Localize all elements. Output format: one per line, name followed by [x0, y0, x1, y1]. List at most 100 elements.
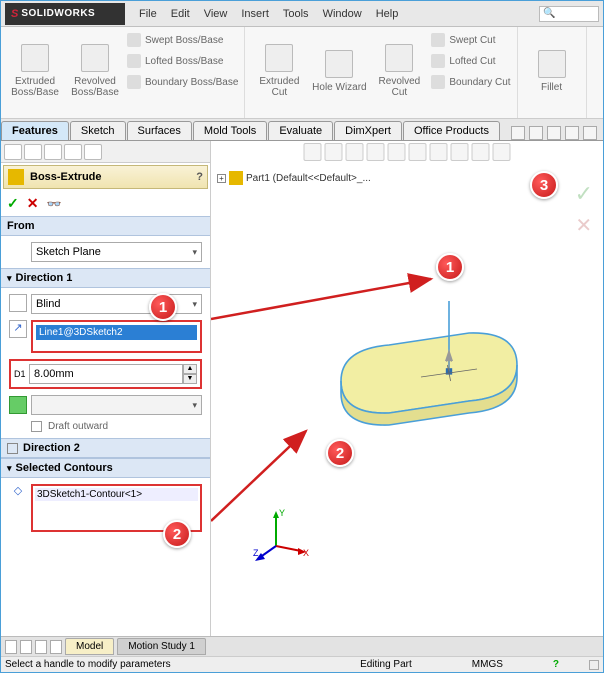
tab-nav-first[interactable]: [5, 640, 17, 654]
confirm-ok-icon[interactable]: ✓: [575, 181, 593, 207]
maximize-icon[interactable]: [547, 126, 561, 140]
direction-selection[interactable]: Line1@3DSketch2: [36, 325, 197, 340]
status-menu-icon[interactable]: [589, 660, 599, 670]
section-view-icon[interactable]: [367, 143, 385, 161]
tab-nav-last[interactable]: [50, 640, 62, 654]
status-units[interactable]: MMGS: [472, 659, 503, 670]
pm-tab-5-icon[interactable]: [84, 144, 102, 160]
hole-wizard-button[interactable]: Hole Wizard: [311, 31, 367, 111]
zoom-fit-icon[interactable]: [304, 143, 322, 161]
appearance-icon[interactable]: [451, 143, 469, 161]
swept-boss-button[interactable]: Swept Boss/Base: [127, 31, 238, 49]
logo-text: SOLIDWORKS: [21, 8, 95, 19]
direction2-checkbox[interactable]: [7, 443, 18, 454]
menu-tools[interactable]: Tools: [283, 8, 309, 20]
status-help-icon[interactable]: ?: [553, 659, 559, 670]
depth-up[interactable]: ▲: [183, 364, 197, 374]
menu-window[interactable]: Window: [323, 8, 362, 20]
reverse-direction-icon[interactable]: [9, 294, 27, 312]
menu-file[interactable]: File: [139, 8, 157, 20]
menu-edit[interactable]: Edit: [171, 8, 190, 20]
view-settings-icon[interactable]: [493, 143, 511, 161]
pm-tab-2-icon[interactable]: [24, 144, 42, 160]
display-style-icon[interactable]: [409, 143, 427, 161]
revolved-cut-button[interactable]: Revolved Cut: [371, 31, 427, 111]
lofted-cut-icon: [431, 54, 445, 68]
window-icon[interactable]: [511, 126, 525, 140]
callout-3: 3: [530, 171, 558, 199]
tab-nav-prev[interactable]: [20, 640, 32, 654]
hide-show-icon[interactable]: [430, 143, 448, 161]
from-dropdown[interactable]: Sketch Plane: [31, 242, 202, 262]
bottom-tabs: Model Motion Study 1: [1, 636, 603, 656]
lofted-boss-button[interactable]: Lofted Boss/Base: [127, 52, 238, 70]
search-box[interactable]: 🔍: [539, 6, 599, 22]
menu-view[interactable]: View: [204, 8, 228, 20]
feature-header: Boss-Extrude ?: [3, 165, 208, 189]
swept-cut-button[interactable]: Swept Cut: [431, 31, 510, 49]
ok-button[interactable]: ✓: [7, 195, 19, 212]
swept-cut-label: Swept Cut: [449, 35, 495, 46]
bottom-tab-model[interactable]: Model: [65, 638, 114, 655]
pm-tab-4-icon[interactable]: [64, 144, 82, 160]
depth-down[interactable]: ▼: [183, 374, 197, 384]
extruded-boss-button[interactable]: Extruded Boss/Base: [7, 31, 63, 111]
close-icon[interactable]: [583, 126, 597, 140]
status-hint: Select a handle to modify parameters: [5, 659, 171, 670]
draft-dropdown[interactable]: [31, 395, 202, 415]
graphics-viewport[interactable]: + Part1 (Default<<Default>_... ✓ ✕: [211, 141, 603, 636]
main-area: Boss-Extrude ? ✓ ✕ 👓 From Sketch Plane D…: [1, 141, 603, 636]
boundary-cut-button[interactable]: Boundary Cut: [431, 73, 510, 91]
boundary-boss-button[interactable]: Boundary Boss/Base: [127, 73, 238, 91]
tree-expand-icon[interactable]: +: [217, 174, 226, 183]
revolved-boss-button[interactable]: Revolved Boss/Base: [67, 31, 123, 111]
contour-icon: ◇: [9, 484, 27, 502]
tab-features[interactable]: Features: [1, 121, 69, 140]
scene-icon[interactable]: [472, 143, 490, 161]
depth-icon: D1: [14, 369, 29, 379]
pm-tab-3-icon[interactable]: [44, 144, 62, 160]
tab-mold[interactable]: Mold Tools: [193, 121, 267, 140]
depth-box: D1 ▲▼: [9, 359, 202, 389]
menu-insert[interactable]: Insert: [241, 8, 269, 20]
feature-title: Boss-Extrude: [30, 171, 102, 183]
direction2-header[interactable]: Direction 2: [1, 438, 210, 458]
tab-office[interactable]: Office Products: [403, 121, 500, 140]
lofted-cut-button[interactable]: Lofted Cut: [431, 52, 510, 70]
tree-root[interactable]: Part1 (Default<<Default>_...: [246, 173, 371, 184]
tab-evaluate[interactable]: Evaluate: [268, 121, 333, 140]
tab-sketch[interactable]: Sketch: [70, 121, 126, 140]
confirm-cancel-icon[interactable]: ✕: [575, 213, 592, 238]
draft-outward-checkbox[interactable]: [31, 421, 42, 432]
direction2-label: Direction 2: [23, 442, 80, 454]
fm-flyout-tree[interactable]: + Part1 (Default<<Default>_...: [217, 171, 371, 185]
minimize-icon[interactable]: [529, 126, 543, 140]
pm-tab-1-icon[interactable]: [4, 144, 22, 160]
direction1-header[interactable]: Direction 1: [1, 268, 210, 288]
contour-item[interactable]: 3DSketch1-Contour<1>: [35, 488, 198, 501]
prev-view-icon[interactable]: [346, 143, 364, 161]
direction-vector-icon[interactable]: ↗: [9, 320, 27, 338]
tab-nav-next[interactable]: [35, 640, 47, 654]
restore-icon[interactable]: [565, 126, 579, 140]
boundary-boss-icon: [127, 75, 141, 89]
depth-input[interactable]: [29, 364, 183, 384]
status-bar: Select a handle to modify parameters Edi…: [1, 656, 603, 672]
hole-wizard-label: Hole Wizard: [312, 82, 366, 93]
zoom-area-icon[interactable]: [325, 143, 343, 161]
help-icon[interactable]: ?: [196, 171, 203, 183]
bottom-tab-motion[interactable]: Motion Study 1: [117, 638, 206, 655]
from-header[interactable]: From: [1, 216, 210, 236]
orientation-triad[interactable]: Y X Z: [251, 506, 311, 566]
extruded-cut-button[interactable]: Extruded Cut: [251, 31, 307, 111]
fillet-button[interactable]: Fillet: [524, 31, 580, 111]
draft-icon[interactable]: [9, 396, 27, 414]
revolved-boss-label: Revolved Boss/Base: [67, 76, 123, 98]
menu-help[interactable]: Help: [376, 8, 399, 20]
cancel-button[interactable]: ✕: [27, 195, 39, 212]
selected-contours-header[interactable]: Selected Contours: [1, 458, 210, 478]
tab-dimxpert[interactable]: DimXpert: [334, 121, 402, 140]
view-orient-icon[interactable]: [388, 143, 406, 161]
preview-button[interactable]: 👓: [46, 197, 61, 211]
tab-surfaces[interactable]: Surfaces: [127, 121, 192, 140]
